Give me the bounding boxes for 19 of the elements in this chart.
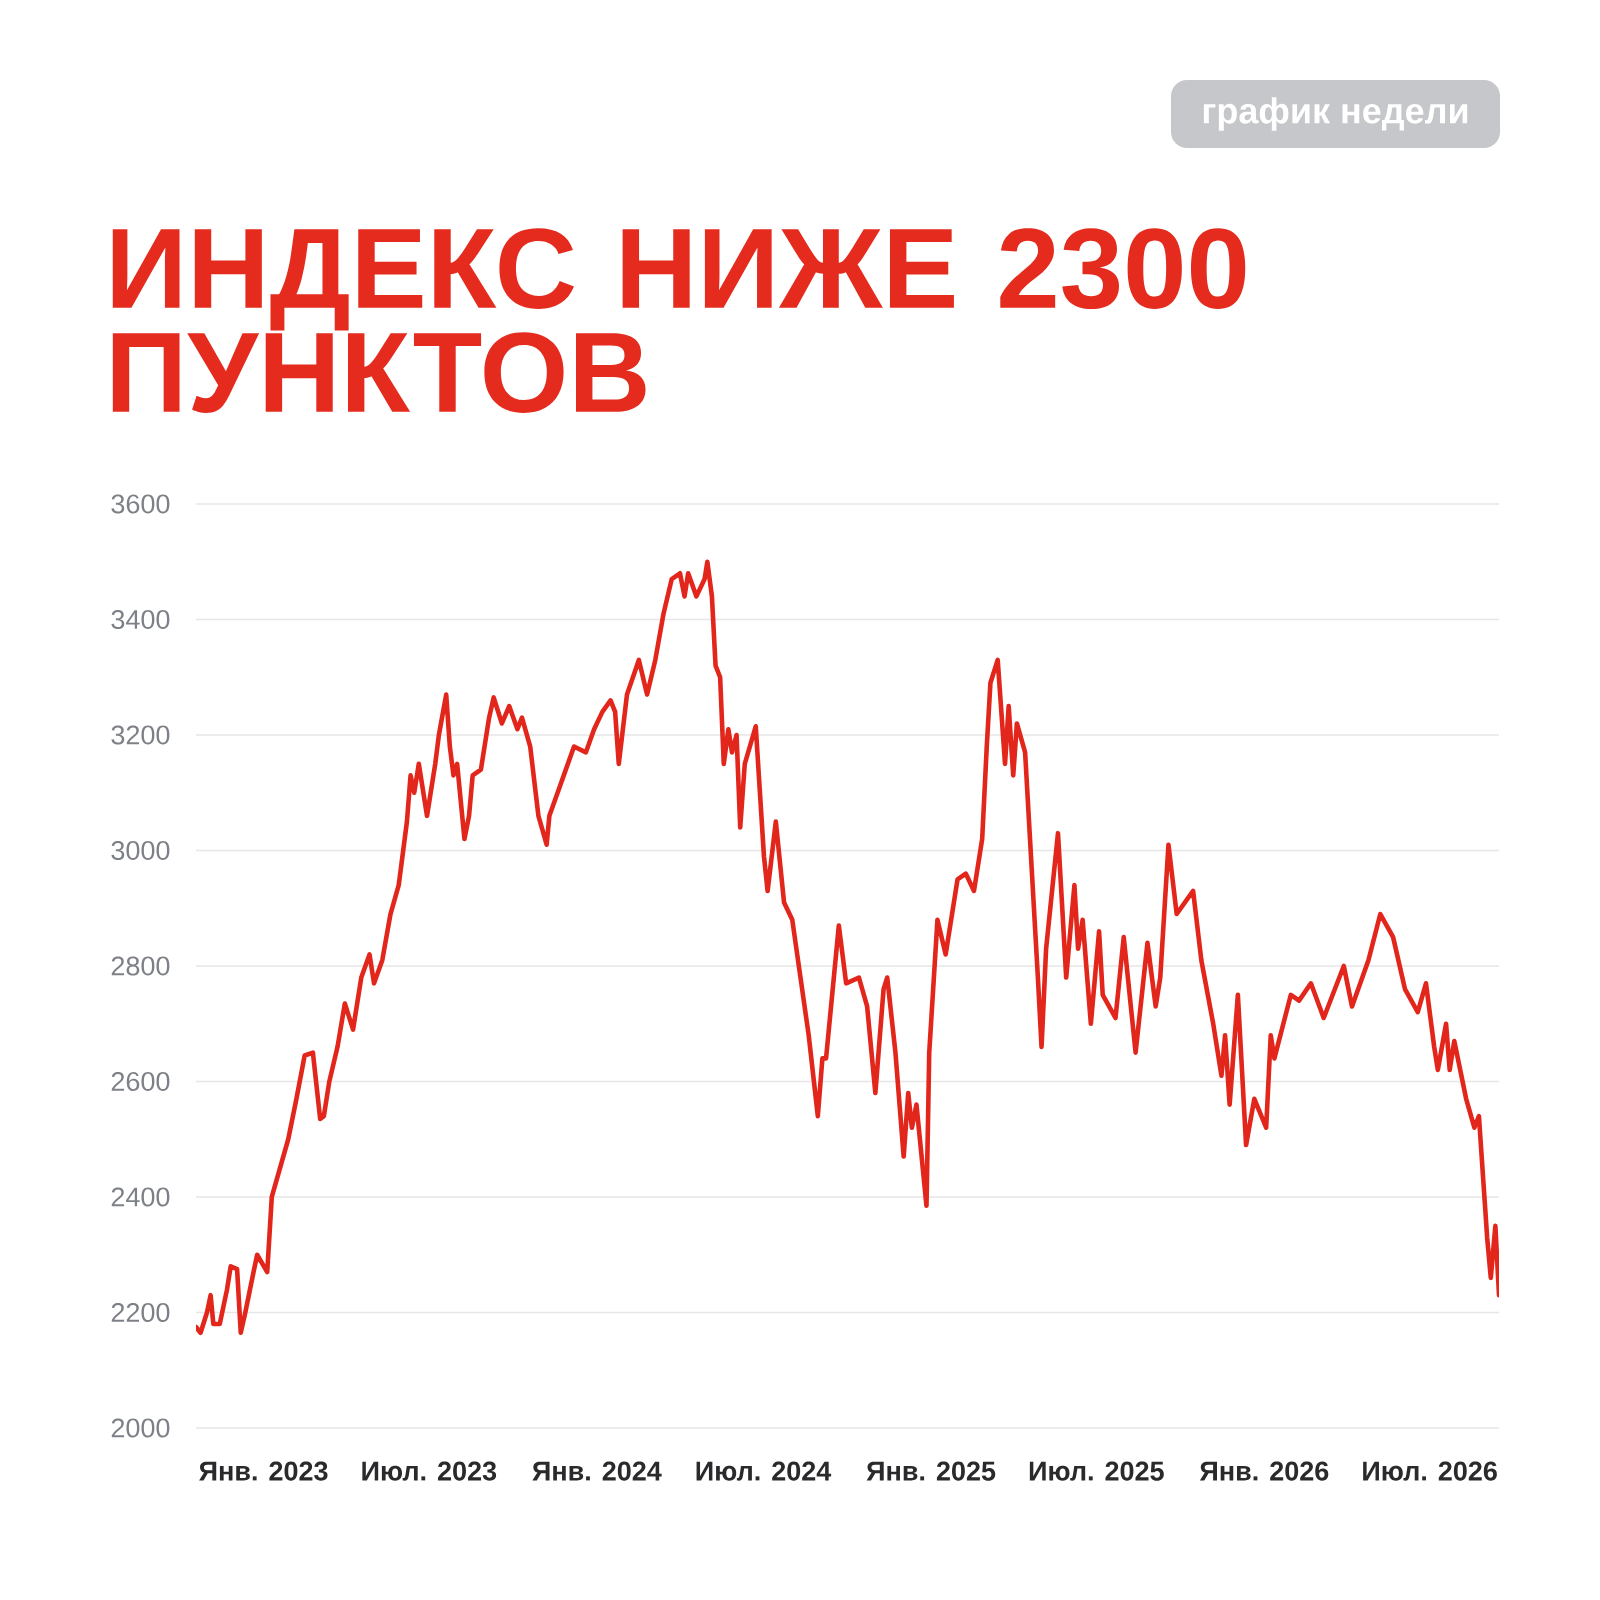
x-tick-label: Янв. 2024 <box>532 1461 662 1481</box>
y-tick-label: 2600 <box>111 1071 170 1092</box>
y-tick-label: 2800 <box>111 956 170 976</box>
x-tick-label: Июл. 2026 <box>1363 1461 1497 1481</box>
chart-title: ИНДЕКС НИЖЕ 2300 ПУНКТОВ <box>112 228 1246 413</box>
x-tick-label: Янв. 2026 <box>1199 1461 1329 1481</box>
y-tick-label: 3600 <box>111 494 170 514</box>
y-tick-label: 3000 <box>111 840 170 861</box>
text: график недели <box>1203 97 1468 131</box>
x-tick-label: Янв. 2025 <box>866 1461 996 1481</box>
y-tick-label: 2400 <box>111 1187 170 1207</box>
x-tick-label: Июл. 2023 <box>362 1461 497 1481</box>
y-tick-label: 2000 <box>111 1418 170 1438</box>
y-tick-label: 2200 <box>111 1302 170 1323</box>
x-tick-label: Июл. 2025 <box>1029 1461 1164 1481</box>
x-tick-label: Янв. 2023 <box>199 1461 328 1481</box>
x-tick-label: Июл. 2024 <box>696 1461 832 1481</box>
y-tick-label: 3400 <box>111 609 170 630</box>
y-tick-label: 3200 <box>111 725 170 745</box>
